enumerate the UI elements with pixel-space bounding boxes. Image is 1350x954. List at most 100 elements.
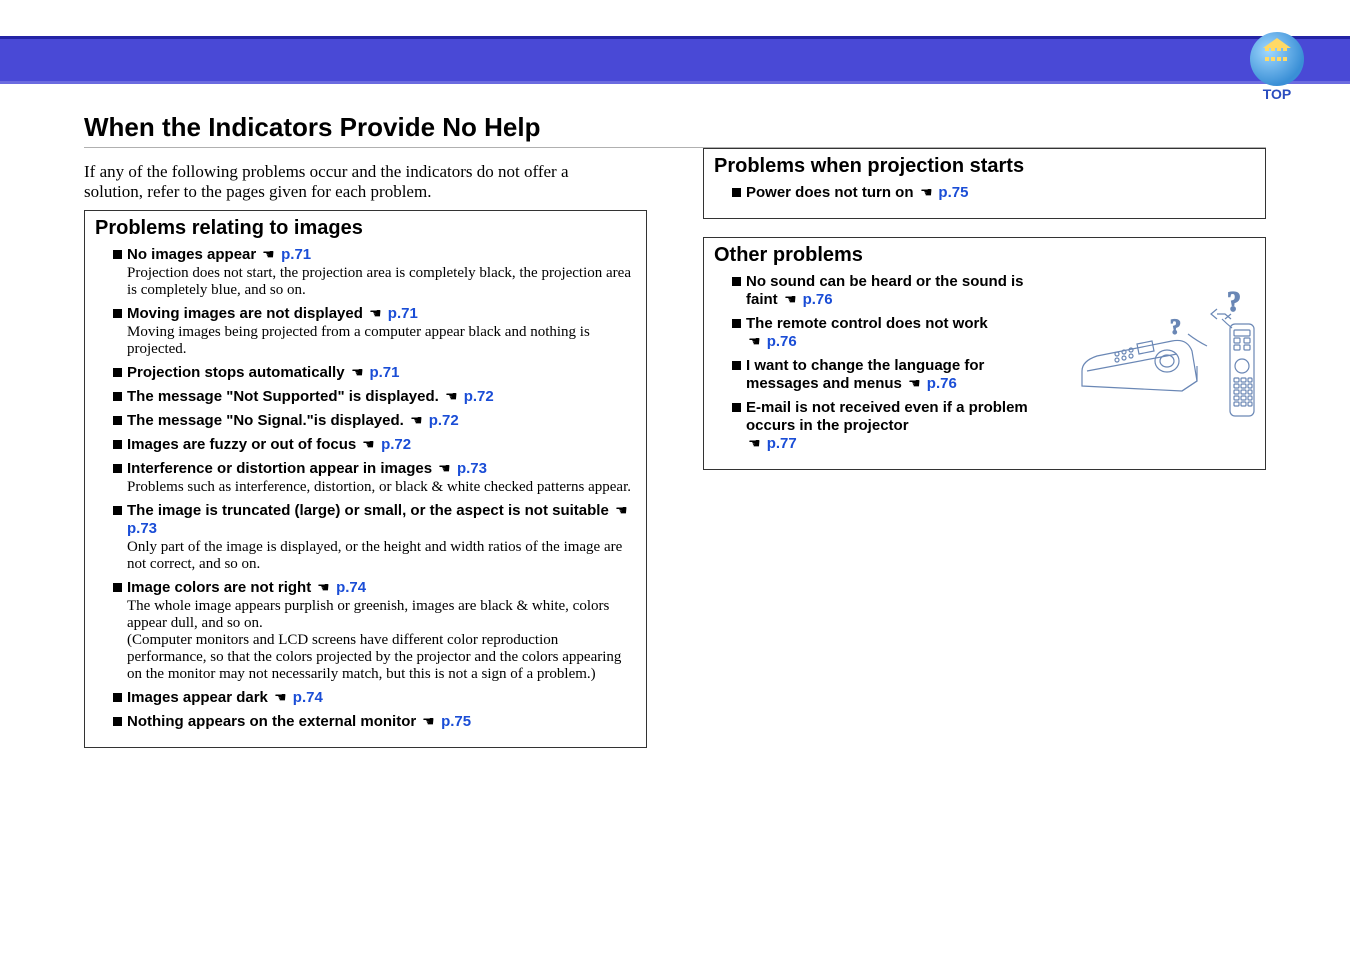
top-nav-button[interactable]: TOP <box>1250 32 1304 86</box>
problem-item: Nothing appears on the external monitor … <box>95 713 636 731</box>
page-link[interactable]: p.76 <box>763 333 797 350</box>
bullet-icon <box>732 277 741 286</box>
item-description: Problems such as interference, distortio… <box>127 479 636 496</box>
items-container: No images appear ☛ p.71 Projection does n… <box>95 246 636 731</box>
left-column: If any of the following problems occur a… <box>84 148 647 766</box>
page-link[interactable]: p.72 <box>377 436 411 453</box>
page-link[interactable]: p.73 <box>453 460 487 477</box>
box-title: Other problems <box>714 244 1055 267</box>
page-link[interactable]: p.71 <box>277 246 311 263</box>
item-heading: The remote control does not work <box>746 315 988 332</box>
problem-item: No images appear ☛ p.71 Projection does n… <box>95 246 636 299</box>
pointer-icon: ☛ <box>438 460 451 477</box>
item-heading: Images are fuzzy or out of focus <box>127 436 360 453</box>
box-title: Problems relating to images <box>95 217 636 240</box>
pointer-icon: ☛ <box>351 364 364 381</box>
page-link[interactable]: p.71 <box>384 305 418 322</box>
bullet-icon <box>113 583 122 592</box>
page-link[interactable]: p.72 <box>460 388 494 405</box>
problem-item: No sound can be heard or the sound is fa… <box>714 273 1055 309</box>
item-heading: Interference or distortion appear in ima… <box>127 460 436 477</box>
projection-starts-box: Problems when projection starts Power do… <box>703 148 1266 219</box>
item-description: Only part of the image is displayed, or … <box>127 539 636 573</box>
home-icon <box>1250 32 1304 86</box>
pointer-icon: ☛ <box>274 689 287 706</box>
problem-item: The remote control does not work ☛ p.76 <box>714 315 1055 351</box>
problem-item: The image is truncated (large) or small,… <box>95 502 636 573</box>
page-link[interactable]: p.74 <box>289 689 323 706</box>
pointer-icon: ☛ <box>362 436 375 453</box>
page-link[interactable]: p.72 <box>425 412 459 429</box>
projector-illustration: ? ? <box>1072 286 1262 436</box>
pointer-icon: ☛ <box>422 713 435 730</box>
item-heading: The message "Not Supported" is displayed… <box>127 388 443 405</box>
page-link[interactable]: p.71 <box>365 364 399 381</box>
bullet-icon <box>732 319 741 328</box>
pointer-icon: ☛ <box>784 291 797 308</box>
band-stripe <box>0 39 1350 81</box>
top-label: TOP <box>1263 86 1292 102</box>
problem-item: E-mail is not received even if a problem… <box>714 399 1055 453</box>
page-link[interactable]: p.73 <box>127 520 157 537</box>
bullet-icon <box>113 416 122 425</box>
pointer-icon: ☛ <box>615 502 628 519</box>
page-link[interactable]: p.75 <box>934 184 968 201</box>
pointer-icon: ☛ <box>317 579 330 596</box>
problem-item: Images are fuzzy or out of focus ☛ p.72 <box>95 436 636 454</box>
items-container: No sound can be heard or the sound is fa… <box>714 273 1055 453</box>
page-link[interactable]: p.75 <box>437 713 471 730</box>
item-heading: The image is truncated (large) or small,… <box>127 502 613 519</box>
item-heading: E-mail is not received even if a problem… <box>746 399 1028 434</box>
bullet-icon <box>732 361 741 370</box>
item-heading: Projection stops automatically <box>127 364 349 381</box>
bullet-icon <box>113 464 122 473</box>
bullet-icon <box>113 309 122 318</box>
page-link[interactable]: p.77 <box>763 435 797 452</box>
item-heading: Power does not turn on <box>746 184 918 201</box>
svg-text:?: ? <box>1170 314 1181 339</box>
problem-item: Images appear dark ☛ p.74 <box>95 689 636 707</box>
bullet-icon <box>113 506 122 515</box>
item-description: Moving images being projected from a com… <box>127 324 636 358</box>
item-heading: Nothing appears on the external monitor <box>127 713 420 730</box>
item-heading: Image colors are not right <box>127 579 315 596</box>
pointer-icon: ☛ <box>262 246 275 263</box>
bullet-icon <box>732 403 741 412</box>
bullet-icon <box>113 693 122 702</box>
page-link[interactable]: p.76 <box>923 375 957 392</box>
bullet-icon <box>732 188 741 197</box>
bullet-icon <box>113 368 122 377</box>
page-link[interactable]: p.76 <box>798 291 832 308</box>
item-description: Projection does not start, the projectio… <box>127 265 636 299</box>
bullet-icon <box>113 717 122 726</box>
pointer-icon: ☛ <box>920 184 933 201</box>
page-title: When the Indicators Provide No Help <box>84 112 1266 143</box>
box-title: Problems when projection starts <box>714 155 1255 178</box>
problem-item: Power does not turn on ☛ p.75 <box>714 184 1255 202</box>
right-column: Problems when projection starts Power do… <box>703 148 1266 766</box>
problem-item: Interference or distortion appear in ima… <box>95 460 636 496</box>
items-container: Power does not turn on ☛ p.75 <box>714 184 1255 202</box>
problem-item: The message "Not Supported" is displayed… <box>95 388 636 406</box>
pointer-icon: ☛ <box>410 412 423 429</box>
pointer-icon: ☛ <box>748 435 761 452</box>
intro-text: If any of the following problems occur a… <box>84 162 624 202</box>
pointer-icon: ☛ <box>908 375 921 392</box>
band-stripe <box>0 81 1350 84</box>
item-heading: The message "No Signal."is displayed. <box>127 412 408 429</box>
pointer-icon: ☛ <box>369 305 382 322</box>
problem-item: I want to change the language for messag… <box>714 357 1055 393</box>
item-description: The whole image appears purplish or gree… <box>127 598 636 683</box>
item-heading: Images appear dark <box>127 689 272 706</box>
bullet-icon <box>113 440 122 449</box>
page-link[interactable]: p.74 <box>332 579 366 596</box>
pointer-icon: ☛ <box>748 333 761 350</box>
item-heading: No images appear <box>127 246 260 263</box>
images-problems-box: Problems relating to images No images ap… <box>84 210 647 748</box>
problem-item: Projection stops automatically ☛ p.71 <box>95 364 636 382</box>
pointer-icon: ☛ <box>445 388 458 405</box>
header-band <box>0 0 1350 88</box>
problem-item: Image colors are not right ☛ p.74 The who… <box>95 579 636 683</box>
problem-item: The message "No Signal."is displayed. ☛ … <box>95 412 636 430</box>
item-heading: Moving images are not displayed <box>127 305 367 322</box>
